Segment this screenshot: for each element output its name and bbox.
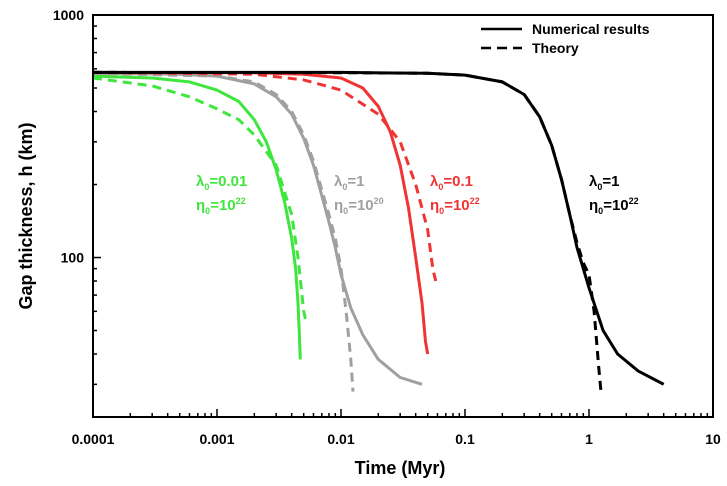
series-layer	[92, 70, 665, 392]
x-tick-label-5: 10	[705, 431, 721, 447]
x-axis-label: Time (Myr)	[355, 458, 446, 478]
x-tick-label-0: 0.0001	[72, 431, 115, 447]
series-line-4	[92, 70, 430, 355]
series-line-7	[92, 70, 603, 392]
annotation-red: λ0=0.1 η0=1022	[430, 173, 480, 216]
series-line-6	[93, 70, 665, 386]
series-line-5	[92, 70, 438, 282]
x-tick-label-1: 0.001	[199, 431, 234, 447]
x-tick-label-4: 1	[585, 431, 593, 447]
series-line-3	[92, 71, 355, 392]
annotation-green-lambda: λ0=0.01	[196, 173, 247, 192]
annotation-gray-lambda: λ0=1	[334, 173, 364, 192]
annotation-gray-eta: η0=1020	[334, 196, 384, 216]
legend: Numerical results Theory	[481, 21, 650, 56]
annotation-black-lambda: λ0=1	[589, 173, 619, 192]
y-axis-label: Gap thickness, h (km)	[16, 122, 36, 309]
legend-label-theory: Theory	[532, 40, 579, 56]
x-tick-label-3: 0.1	[455, 431, 475, 447]
y-tick-label-1: 1000	[53, 7, 84, 23]
series-line-2	[92, 71, 423, 386]
series-line-0	[92, 74, 302, 360]
annotation-green-eta: η0=1022	[196, 196, 246, 216]
annotation-red-eta: η0=1022	[430, 196, 480, 216]
annotation-gray: λ0=1 η0=1020	[334, 173, 384, 216]
ticks-layer: 0.0001 0.001 0.01 0.1 1 10 100 1000	[53, 7, 721, 447]
x-tick-label-2: 0.01	[327, 431, 354, 447]
annotation-black: λ0=1 η0=1022	[589, 173, 639, 216]
annotation-green: λ0=0.01 η0=1022	[196, 173, 247, 216]
y-tick-label-0: 100	[61, 250, 85, 266]
annotation-black-eta: η0=1022	[589, 196, 639, 216]
legend-label-numerical: Numerical results	[532, 21, 650, 37]
annotation-red-lambda: λ0=0.1	[430, 173, 473, 192]
plot-frame	[92, 14, 714, 418]
